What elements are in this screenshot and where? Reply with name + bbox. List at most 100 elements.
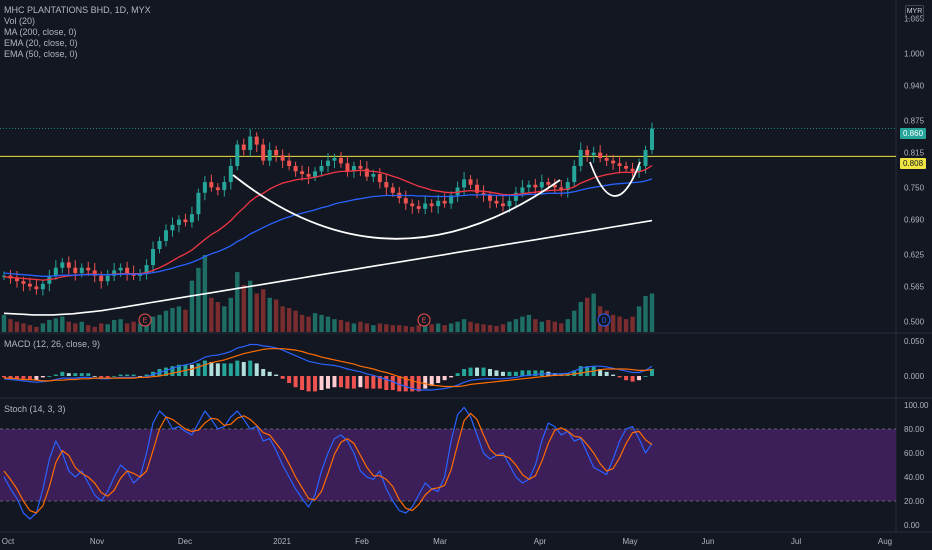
volume-bar [539,321,545,332]
candle-body [462,179,467,188]
volume-bar [150,316,156,332]
volume-bar [53,318,59,332]
currency-button[interactable]: MYR [905,5,924,19]
volume-bar [222,306,227,332]
volume-bar [358,321,363,332]
volume-bar [170,308,175,332]
macd-histogram-bar [209,362,214,376]
volume-bar [157,314,162,332]
volume-bar [572,310,577,332]
volume-bar [196,267,201,332]
macd-histogram-bar [507,371,512,376]
time-axis-label: Feb [355,537,369,546]
macd-title[interactable]: MACD (12, 26, close, 9) [4,339,101,349]
volume-bar [643,296,648,332]
macd-histogram-bar [598,369,603,376]
macd-histogram-bar [397,376,402,392]
macd-histogram-bar [125,374,130,376]
candle-body [364,168,369,177]
time-axis-label: Mar [433,537,447,546]
candle-body [164,230,168,241]
volume-bar [610,314,616,332]
event-circle [138,313,152,327]
macd-histogram-bar [228,363,233,376]
candle-body [526,184,531,188]
candle-body [403,198,408,204]
macd-histogram-bar [358,376,363,388]
candle-body [513,192,518,201]
volume-bar [105,324,110,332]
indicator-volume[interactable]: Vol (20) [4,16,36,26]
macd-histogram-bar [73,373,78,376]
volume-bar [137,323,143,332]
indicator-ema50[interactable]: EMA (50, close, 0) [4,49,78,59]
candle-body [539,182,544,188]
price-axis-label: 1.065 [904,15,925,24]
volume-bar [273,299,279,332]
candle-body [248,136,253,150]
macd-histogram-bar [572,370,577,376]
macd-histogram-bar [66,373,71,376]
price-axis-label: 0.815 [904,149,925,158]
macd-histogram-bar [526,370,531,376]
volume-bar [416,325,421,332]
candle-body [617,163,622,166]
event-circle [597,313,611,327]
macd-histogram-bar [650,369,654,376]
time-axis-label: May [622,537,637,546]
candle-body [34,286,39,290]
candle-body [371,174,376,177]
candle-body [578,149,583,166]
volume-bar [338,320,344,332]
macd-histogram-bar [170,366,175,376]
volume-bar [215,302,221,332]
volume-bar [546,320,551,332]
candle-body [332,157,337,161]
price-axis-label: 0.940 [904,82,925,91]
macd-histogram-bar [14,376,19,379]
candle-body [86,267,91,271]
ema50-line [3,178,653,277]
macd-histogram-bar [151,371,156,376]
candle-body [319,166,324,172]
candle-body [254,136,259,145]
candle-body [494,200,499,204]
stoch-legend: Stoch (14, 3, 3) [4,404,66,415]
candle-body [552,184,557,188]
macd-histogram-bar [34,376,39,381]
stoch-band [0,429,896,501]
volume-bar [131,321,136,332]
macd-histogram-bar [280,376,285,379]
macd-signal-line [4,348,653,388]
volume-bar [163,310,169,332]
indicator-ma200[interactable]: MA (200, close, 0) [4,27,77,37]
volume-bar [27,325,33,332]
symbol-title[interactable]: MHC PLANTATIONS BHD, 1D, MYX [4,5,151,15]
macd-histogram-bar [611,374,616,376]
indicator-ema20[interactable]: EMA (20, close, 0) [4,38,78,48]
candle-body [228,166,233,183]
volume-bar [332,319,337,332]
volume-bar [14,321,20,332]
candle-body [293,166,298,172]
macd-histogram-bar [436,376,441,383]
candle-body [604,157,609,161]
price-axis-label: 0.500 [904,317,925,326]
price-axis-label: 0.690 [904,216,925,225]
dividend-marker: D [597,313,611,327]
stoch-title[interactable]: Stoch (14, 3, 3) [4,404,66,414]
candle-body [500,203,505,207]
candle-body [565,182,570,191]
macd-histogram-bar [53,374,58,376]
candle-body [306,174,311,177]
macd-histogram-bar [287,376,292,383]
volume-bar [111,320,117,332]
candle-body [643,149,648,166]
macd-histogram-bar [468,367,473,376]
volume-bar [286,308,292,332]
volume-bar [435,323,441,332]
volume-bar [623,319,629,332]
time-axis-label: 2021 [273,537,291,546]
candle-body [326,160,330,166]
